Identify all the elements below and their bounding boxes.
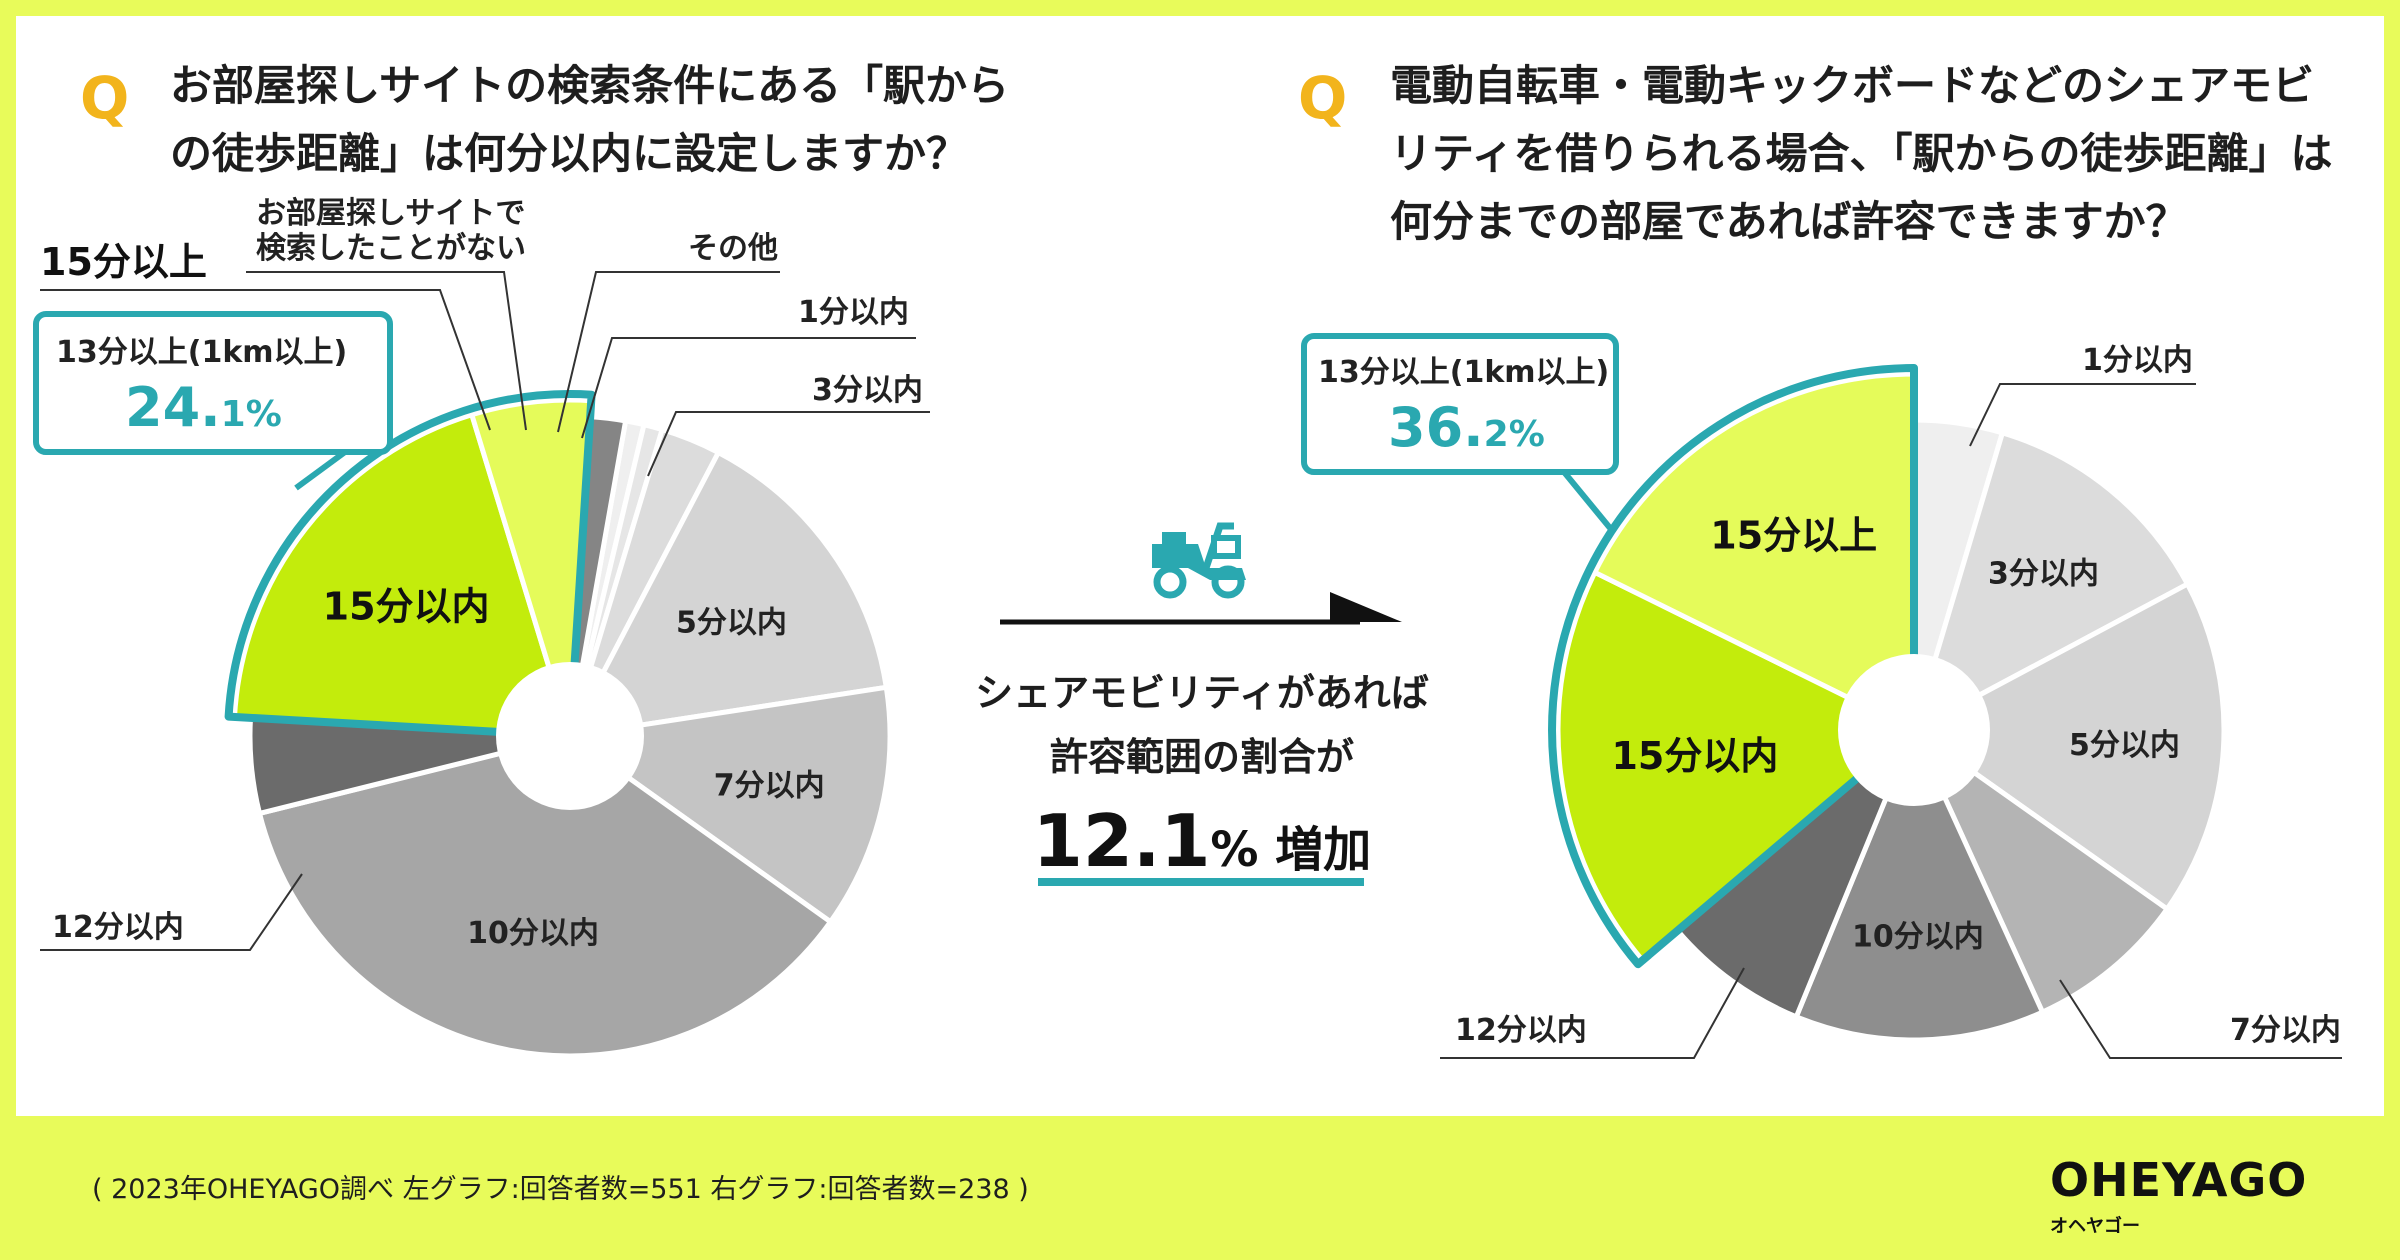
left-pie-slice-5 <box>256 733 834 1059</box>
right-7min-leader <box>2059 979 2342 1059</box>
left-3min-leader <box>647 411 930 477</box>
right-pie-slice-7 <box>1591 371 1917 735</box>
right-box-percent: 36.2% <box>1388 396 1545 459</box>
left-pie-slice-label-4: 7分以内 <box>714 768 825 803</box>
left-callouts: 15分以上 お部屋探しサイトで 検索したことがない その他 1分以内 3分以内 … <box>40 196 930 951</box>
left-never-leader <box>246 271 527 431</box>
left-pie-slice-4 <box>563 684 893 926</box>
middle-line-1: シェアモビリティがあれば <box>975 671 1429 715</box>
left-other-callout: その他 <box>688 231 778 266</box>
right-1min-leader <box>1969 383 2196 447</box>
right-pie-slice-4 <box>1793 723 2046 1043</box>
left-box-percent: 24.1% <box>125 376 282 439</box>
right-1min-callout: 1分以内 <box>2082 343 2193 378</box>
scooter-icon <box>1152 522 1246 599</box>
left-question-line-1: お部屋探しサイトの検索条件にある「駅から <box>170 61 1009 110</box>
right-pie-slice-label-2: 5分以内 <box>2069 728 2180 763</box>
right-question-line-1: 電動自転車・電動キックボードなどのシェアモビ <box>1390 61 2314 110</box>
left-group-leader <box>40 289 491 431</box>
right-pie-highlight-outline <box>1548 364 1918 969</box>
right-q-mark: Q <box>1298 64 1347 132</box>
right-pie-slice-6 <box>1555 569 1919 964</box>
right-pie-slice-2 <box>1909 580 2227 913</box>
right-pie-slice-3 <box>1907 722 2171 1016</box>
right-pie-slice-5 <box>1674 728 1917 1021</box>
left-never-searched-line-2: 検索したことがない <box>256 231 526 266</box>
left-box-frame <box>33 311 393 455</box>
left-never-searched-line-1: お部屋探しサイトで <box>256 196 525 231</box>
logo-main: OHEYAGO <box>2050 1153 2307 1207</box>
left-highlight-box: 13分以上(1km以上) 24.1% <box>33 311 393 491</box>
right-box-connector <box>1561 470 1613 530</box>
left-pie-slice-3 <box>565 449 890 740</box>
right-box-title: 13分以上(1km以上) <box>1318 355 1609 390</box>
left-box-title: 13分以上(1km以上) <box>56 335 347 370</box>
right-pie-center-hole <box>1838 654 1990 806</box>
middle-line-2: 許容範囲の割合が <box>1050 735 1354 779</box>
left-12min-callout: 12分以内 <box>52 910 184 945</box>
left-pie-slice-label-7: 15分以内 <box>323 584 490 628</box>
right-question-line-2: リティを借りられる場合、「駅からの徒歩距離」は <box>1390 129 2332 178</box>
left-q-mark: Q <box>80 64 129 132</box>
right-pie-slice-label-7: 15分以上 <box>1710 514 1877 558</box>
left-group-label: 15分以上 <box>40 240 207 284</box>
right-highlight-box: 13分以上(1km以上) 36.2% <box>1301 333 1619 530</box>
left-pie-chart: 5分以内 7分以内 10分以内 15分以内 <box>224 390 893 1059</box>
left-1min-leader <box>581 337 916 439</box>
right-box-frame <box>1301 333 1619 475</box>
left-other-leader <box>557 271 780 433</box>
right-12min-leader <box>1440 967 1745 1059</box>
logo-sub: オヘヤゴー <box>2050 1215 2140 1237</box>
right-pie-slice-label-1: 3分以内 <box>1988 557 2099 592</box>
right-pie-chart: 3分以内 5分以内 10分以内 15分以内 15分以上 <box>1548 364 2227 1043</box>
right-pie-slice-label-4: 10分以内 <box>1852 920 1984 955</box>
right-callouts: 1分以内 7分以内 12分以内 <box>1440 343 2342 1059</box>
footer-note: ( 2023年OHEYAGO調べ 左グラフ:回答者数=551 右グラフ:回答者数… <box>92 1174 1029 1205</box>
left-pie-center-hole <box>496 662 644 810</box>
middle-message: シェアモビリティがあれば 許容範囲の割合が 12.1% 増加 <box>975 522 1429 886</box>
right-pie-slice-1 <box>1909 429 2191 736</box>
right-7min-callout: 7分以内 <box>2230 1013 2341 1048</box>
left-1min-callout: 1分以内 <box>798 295 909 330</box>
right-pie-slice-label-6: 15分以内 <box>1611 734 1778 778</box>
brand-logo: OHEYAGO オヘヤゴー <box>2050 1153 2307 1237</box>
left-pie-slice-label-5: 10分以内 <box>467 916 599 951</box>
arrow-head <box>1330 592 1402 622</box>
right-question-line-3: 何分までの部屋であれば許容できますか？ <box>1390 197 2188 246</box>
left-pie-slice-7 <box>231 411 574 739</box>
left-pie-slice-label-3: 5分以内 <box>676 606 787 641</box>
middle-increase-value: 12.1% 増加 <box>1033 799 1371 883</box>
right-12min-callout: 12分以内 <box>1455 1013 1587 1048</box>
left-3min-callout: 3分以内 <box>812 373 923 408</box>
left-question-line-2: の徒歩距離」は何分以内に設定しますか？ <box>170 129 968 178</box>
left-12min-leader <box>40 873 303 951</box>
left-box-connector <box>294 449 347 491</box>
